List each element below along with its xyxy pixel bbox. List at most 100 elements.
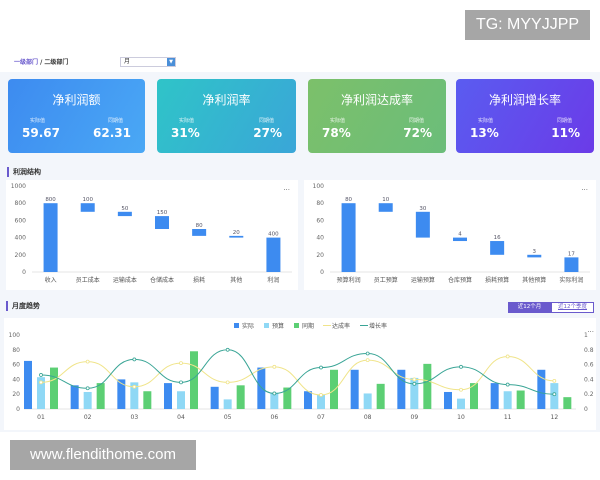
y-tick-label: 0 <box>16 406 20 413</box>
kpi-title: 净利润达成率 <box>340 93 413 107</box>
point-达成率 <box>459 387 463 392</box>
legend-swatch <box>294 323 299 328</box>
bar-预算 <box>503 391 512 409</box>
kpi-card[interactable]: 净利润达成率 实际值 同期值 78% 72% <box>308 79 446 153</box>
bar-同期 <box>96 383 105 409</box>
point-增长率 <box>365 351 370 356</box>
period-select[interactable]: 月 ▼ <box>120 57 176 67</box>
y2-tick-label: 0.6 <box>584 362 594 369</box>
x-tick-label: 仓库预算 <box>448 276 472 284</box>
data-label: 3 <box>533 249 537 255</box>
x-tick-label: 员工预算 <box>374 276 398 284</box>
point-达成率 <box>39 380 43 385</box>
y2-tick-label: 1 <box>584 332 588 339</box>
bar-同期 <box>516 390 525 409</box>
y-tick-label: 0 <box>22 269 26 276</box>
data-label: 100 <box>82 197 93 203</box>
budget-waterfall-panel: 0 20 40 60 80 100... 80 预算利润 10 员工预算 30 运输预算 4 仓库预算 16… <box>304 180 596 290</box>
prior-label: 同期值 <box>408 118 424 124</box>
y-tick-label: 60 <box>12 362 20 369</box>
data-label: 80 <box>196 223 203 229</box>
bar-实际 <box>397 369 406 409</box>
legend-label: 实际 <box>242 322 254 330</box>
watermark-top: TG: MYYJJPP <box>465 10 590 40</box>
data-label: 80 <box>345 197 352 203</box>
kpi-title: 净利润率 <box>202 93 251 107</box>
y-tick-label: 100 <box>9 332 21 339</box>
y-tick-label: 80 <box>12 347 20 354</box>
data-label: 30 <box>419 206 426 212</box>
kpi-card[interactable]: 净利润增长率 实际值 同期值 13% 11% <box>456 79 594 153</box>
tab-last-12-months[interactable]: 近12个月 <box>508 302 551 313</box>
point-增长率 <box>179 380 183 385</box>
waterfall-bar <box>490 241 505 255</box>
bar-同期 <box>50 367 58 409</box>
point-达成率 <box>552 378 557 383</box>
profit-waterfall-panel: 0 200 400 600 800 1000... 800 收入 100 员工成本 50 运输成本 15… <box>6 180 298 290</box>
waterfall-bar <box>229 235 244 238</box>
bar-同期 <box>563 397 572 409</box>
bar-实际 <box>257 367 266 409</box>
point-增长率 <box>85 386 90 391</box>
y2-tick-label: 0 <box>584 406 588 413</box>
y-tick-label: 400 <box>15 235 27 242</box>
breadcrumb: 一级部门 / 二级部门 <box>14 57 68 66</box>
waterfall-bar <box>527 254 542 258</box>
data-label: 4 <box>458 232 462 238</box>
x-tick-label: 损耗预算 <box>485 276 509 284</box>
x-tick-label: 收入 <box>45 276 57 284</box>
point-达成率 <box>365 358 370 363</box>
waterfall-bar <box>415 211 430 238</box>
breadcrumb-level1[interactable]: 一级部门 <box>14 59 39 66</box>
actual-label: 实际值 <box>30 118 46 124</box>
bar-实际 <box>304 391 312 409</box>
bar-预算 <box>317 394 325 409</box>
bar-预算 <box>363 393 372 409</box>
x-tick-label: 员工成本 <box>76 276 100 284</box>
y-tick-label: 0 <box>320 269 324 276</box>
kpi-title: 净利润增长率 <box>488 93 561 107</box>
bar-实际 <box>70 385 79 409</box>
x-tick-label: 02 <box>84 414 92 421</box>
more-menu-icon: ... <box>581 184 588 192</box>
x-tick-label: 运输预算 <box>411 276 435 284</box>
bar-实际 <box>350 369 359 409</box>
bar-预算 <box>457 398 465 409</box>
prior-value: 11% <box>551 126 580 140</box>
bar-同期 <box>190 351 198 409</box>
kpi-title: 净利润额 <box>52 93 101 107</box>
point-达成率 <box>225 380 230 385</box>
y-tick-label: 200 <box>15 252 27 259</box>
legend-label: 增长率 <box>369 322 387 330</box>
x-tick-label: 仓储成本 <box>150 276 174 284</box>
point-增长率 <box>39 373 43 377</box>
x-tick-label: 09 <box>411 414 419 421</box>
waterfall-bar <box>378 203 393 212</box>
x-tick-label: 12 <box>551 414 559 421</box>
breadcrumb-level2: 二级部门 <box>44 59 69 66</box>
y-tick-label: 600 <box>15 217 27 224</box>
line-增长率 <box>40 349 555 395</box>
kpi-card[interactable]: 净利润率 实际值 同期值 31% 27% <box>157 79 296 153</box>
waterfall-bar <box>266 237 281 272</box>
bar-预算 <box>270 392 279 409</box>
prior-label: 同期值 <box>258 118 274 124</box>
chevron-down-icon[interactable]: ▼ <box>167 58 175 66</box>
point-达成率 <box>132 384 137 389</box>
point-增长率 <box>272 391 277 396</box>
waterfall-bar <box>192 229 207 236</box>
data-label: 20 <box>233 230 240 236</box>
point-达成率 <box>272 364 277 369</box>
actual-value: 13% <box>470 126 499 140</box>
point-增长率 <box>132 357 137 362</box>
bar-同期 <box>470 383 478 409</box>
y-tick-label: 20 <box>316 252 324 259</box>
y2-tick-label: 0.8 <box>584 347 594 354</box>
tab-last-12-quarters[interactable]: 近12个季度 <box>551 302 594 313</box>
kpi-card[interactable]: 净利润额 实际值 同期值 59.67 62.31 <box>8 79 145 153</box>
bar-实际 <box>24 360 32 409</box>
actual-label: 实际值 <box>330 118 346 124</box>
period-select-value: 月 <box>124 58 131 65</box>
point-达成率 <box>505 354 510 359</box>
